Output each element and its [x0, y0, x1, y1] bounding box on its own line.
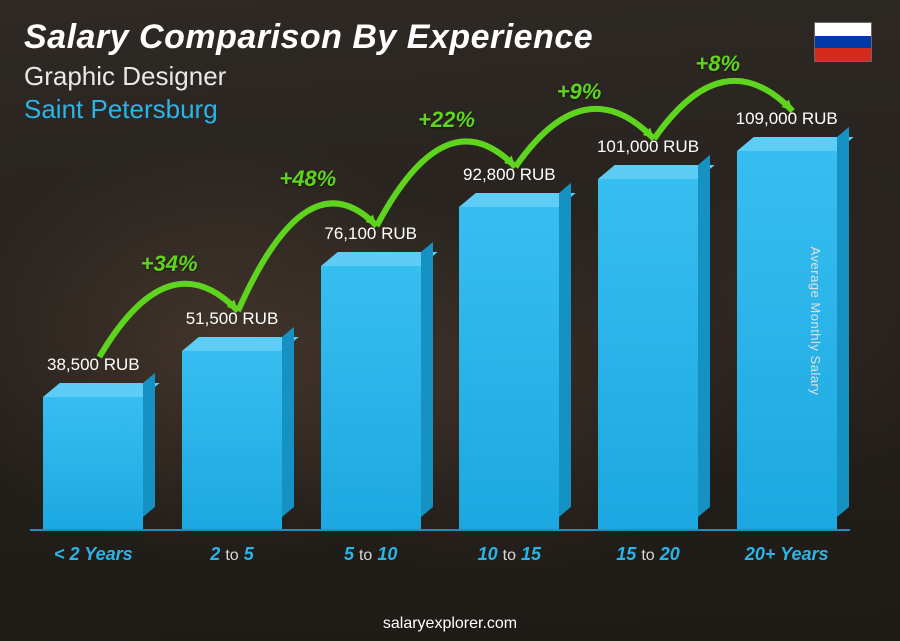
flag-stripe-blue	[815, 36, 871, 49]
y-axis-label: Average Monthly Salary	[808, 246, 823, 395]
chart-location: Saint Petersburg	[24, 94, 593, 125]
chart-area: 38,500 RUB< 2 Years51,500 RUB2 to 576,10…	[30, 91, 850, 571]
flag-stripe-red	[815, 48, 871, 61]
growth-percentage-label: +8%	[695, 51, 740, 77]
flag-stripe-white	[815, 23, 871, 36]
chart-title: Salary Comparison By Experience	[24, 18, 593, 57]
chart-subtitle: Graphic Designer	[24, 61, 593, 92]
country-flag-russia	[814, 22, 872, 62]
header: Salary Comparison By Experience Graphic …	[24, 18, 593, 125]
arc-svg	[30, 91, 850, 571]
footer-attribution: salaryexplorer.com	[0, 615, 900, 633]
